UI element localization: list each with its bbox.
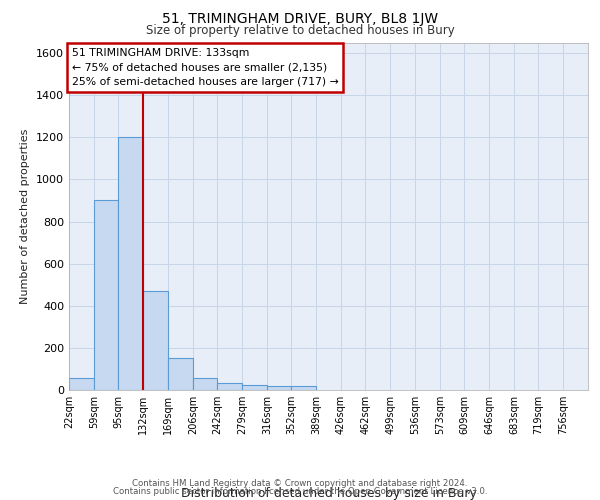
Bar: [94, 200, 118, 390]
Bar: [217, 382, 242, 390]
Bar: [291, 386, 316, 390]
Bar: [193, 378, 217, 390]
X-axis label: Distribution of detached houses by size in Bury: Distribution of detached houses by size …: [181, 487, 476, 500]
Text: Contains HM Land Registry data © Crown copyright and database right 2024.: Contains HM Land Registry data © Crown c…: [132, 478, 468, 488]
Y-axis label: Number of detached properties: Number of detached properties: [20, 128, 31, 304]
Text: 51 TRIMINGHAM DRIVE: 133sqm
← 75% of detached houses are smaller (2,135)
25% of : 51 TRIMINGHAM DRIVE: 133sqm ← 75% of det…: [71, 48, 338, 88]
Bar: [168, 358, 193, 390]
Bar: [69, 378, 94, 390]
Text: Size of property relative to detached houses in Bury: Size of property relative to detached ho…: [146, 24, 454, 37]
Text: Contains public sector information licensed under the Open Government Licence v3: Contains public sector information licen…: [113, 487, 487, 496]
Text: 51, TRIMINGHAM DRIVE, BURY, BL8 1JW: 51, TRIMINGHAM DRIVE, BURY, BL8 1JW: [162, 12, 438, 26]
Bar: [118, 138, 143, 390]
Bar: [242, 384, 267, 390]
Bar: [267, 386, 291, 390]
Bar: [143, 291, 168, 390]
